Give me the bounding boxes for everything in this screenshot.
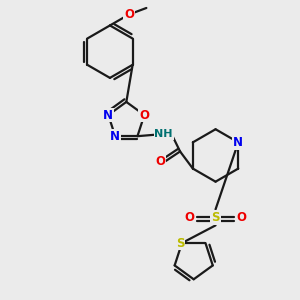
- Text: NH: NH: [154, 129, 173, 140]
- Text: O: O: [237, 211, 247, 224]
- Text: N: N: [110, 130, 120, 143]
- Text: O: O: [184, 211, 194, 224]
- Text: N: N: [103, 109, 113, 122]
- Text: S: S: [211, 211, 220, 224]
- Text: N: N: [233, 136, 243, 149]
- Text: O: O: [124, 8, 134, 21]
- Text: O: O: [139, 109, 149, 122]
- Text: O: O: [155, 155, 165, 168]
- Text: S: S: [176, 236, 184, 250]
